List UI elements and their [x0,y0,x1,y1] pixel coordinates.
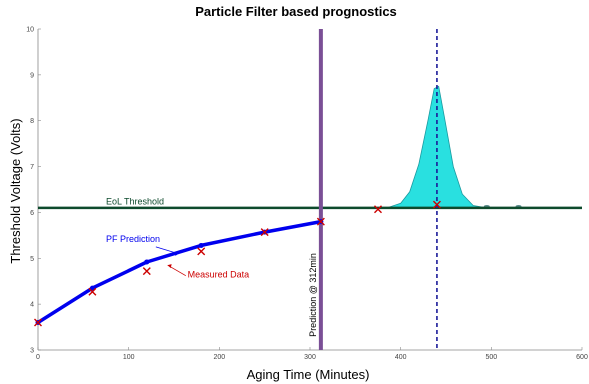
measured-data-point [374,205,382,214]
y-tick-label: 3 [30,348,34,355]
pf-prediction-point [89,285,95,291]
x-tick-label: 400 [395,354,407,361]
x-tick-label: 600 [576,354,588,361]
measured-data-point [88,287,97,296]
y-tick-label: 4 [30,302,34,309]
reference-lines: EoL Threshold Prediction @ 312min [38,29,582,350]
y-axis-label: Threshold Voltage (Volts) [8,118,23,263]
eol-pdf-area [386,85,488,209]
pf-prediction-line [37,219,322,324]
y-tick-label: 10 [26,27,34,34]
pf-prediction-point [144,259,150,265]
x-tick-label: 100 [123,354,135,361]
pf-prediction-point [198,242,204,248]
prediction-time-label: Prediction @ 312min [308,253,318,337]
y-tick-label: 5 [30,256,34,263]
data-series [34,200,441,327]
y-tick-label: 9 [30,72,34,79]
eol-threshold-label: EoL Threshold [106,196,164,206]
pf-prediction-annotation: PF Prediction [106,234,160,244]
plot-axes: 0 100 200 300 400 500 600 3 4 5 6 7 8 9 10 [26,27,588,362]
pf-prediction-arrowhead [173,252,179,256]
pdf-layer [386,85,522,209]
annotations: PF Prediction Measured Data [106,234,249,279]
measured-data-point [316,217,325,226]
measured-data-annotation: Measured Data [188,270,250,280]
measured-data-point [432,200,441,209]
measured-data-point [197,247,206,256]
measured-data-point [260,228,269,237]
x-axis-label: Aging Time (Minutes) [247,367,370,382]
chart-title: Particle Filter based prognostics [195,4,397,19]
y-tick-label: 6 [30,210,34,217]
measured-data-point [142,267,151,276]
y-tick-label: 8 [30,118,34,125]
x-tick-label: 200 [213,354,225,361]
measured-data-arrowhead [167,264,172,269]
x-tick-label: 500 [485,354,497,361]
pf-prediction-arrow [155,246,179,255]
x-tick-label: 0 [36,354,40,361]
x-tick-label: 300 [304,354,316,361]
measured-data-point [34,318,42,327]
y-tick-label: 7 [30,164,34,171]
